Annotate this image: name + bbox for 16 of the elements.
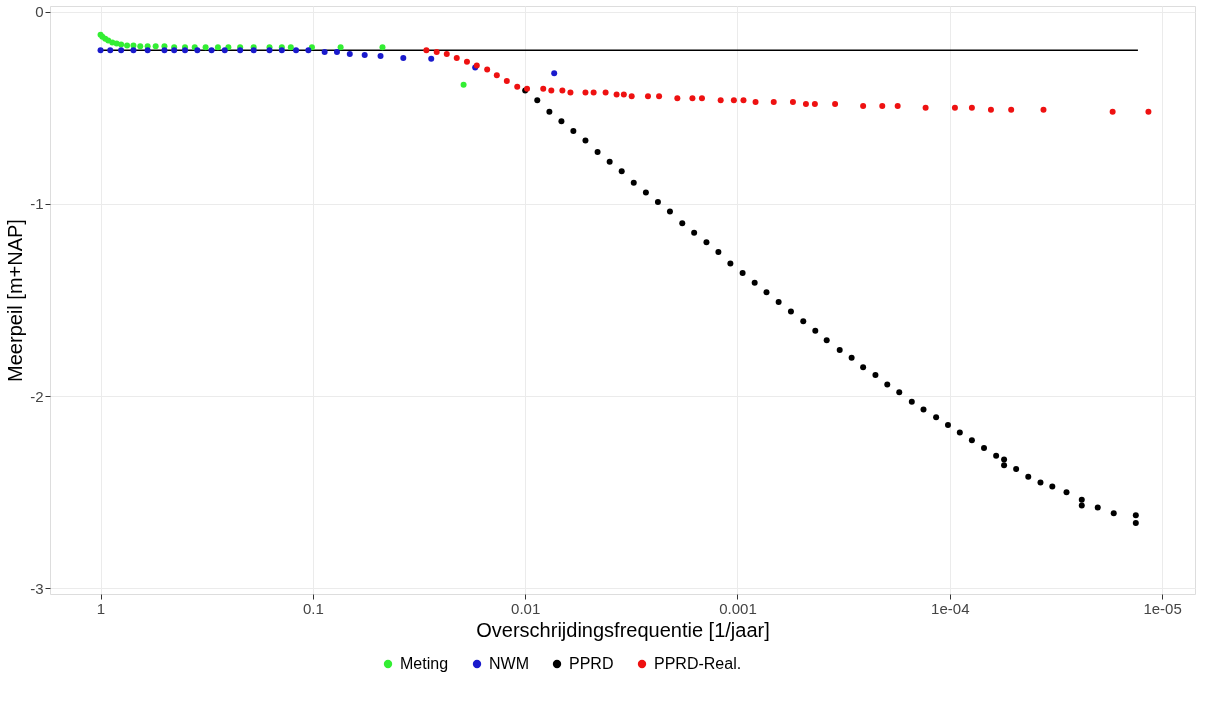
legend-label: PPRD — [569, 655, 614, 672]
x-axis-title: Overschrijdingsfrequentie [1/jaar] — [476, 618, 770, 641]
x-tick-label: 1 — [96, 599, 106, 617]
x-tick-label: 0.1 — [302, 599, 324, 617]
x-tick-label: 0.01 — [511, 599, 541, 617]
y-tick-label: -3 — [30, 579, 44, 597]
legend-label: Meting — [400, 655, 449, 672]
legend-label: PPRD-Real. — [654, 655, 742, 672]
y-tick-label: -2 — [30, 387, 44, 405]
x-tick-label: 1e-05 — [1143, 599, 1182, 617]
y-axis-title: Meerpeil [m+NAP] — [4, 219, 27, 382]
x-tick-label: 0.001 — [719, 599, 757, 617]
x-tick-label: 1e-04 — [931, 599, 970, 617]
y-tick-label: 0 — [35, 3, 44, 21]
legend-label: NWM — [489, 655, 529, 672]
y-tick-label: -1 — [30, 195, 44, 213]
